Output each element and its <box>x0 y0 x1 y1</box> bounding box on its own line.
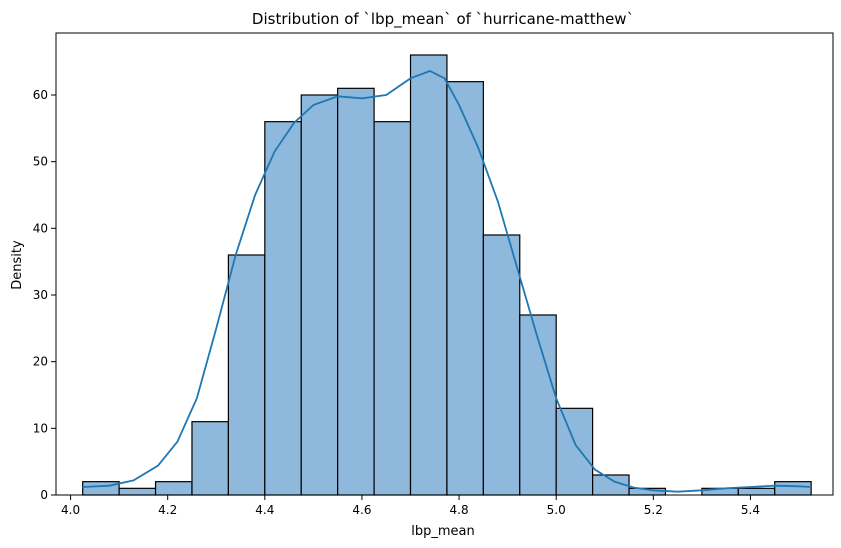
x-axis-ticks: 4.0 4.2 4.4 4.6 4.8 5.0 5.2 5.4 <box>61 495 760 517</box>
x-tick-label: 5.4 <box>741 503 760 517</box>
histogram-bar-3 <box>154 481 193 496</box>
y-axis-label: Density <box>10 240 25 290</box>
histogram-bar-12 <box>482 234 521 496</box>
y-tick-label: 40 <box>33 221 48 235</box>
histogram-bar-20 <box>774 481 812 496</box>
x-tick-label: 5.0 <box>547 503 566 517</box>
histogram-bar-10 <box>409 54 448 496</box>
histogram-bar-7 <box>300 94 339 496</box>
histogram-bar-11 <box>446 81 484 496</box>
histogram-bar-1 <box>82 481 120 496</box>
histogram-bar-8 <box>337 87 375 496</box>
histogram-bar-2 <box>118 487 157 496</box>
x-tick-label: 4.2 <box>158 503 177 517</box>
x-tick-label: 4.0 <box>61 503 80 517</box>
plot-frame <box>55 32 834 496</box>
histogram-bar-13 <box>519 314 557 496</box>
histogram-bar-6 <box>264 121 302 496</box>
histogram-bar-14 <box>555 407 594 496</box>
y-tick-label: 0 <box>40 488 48 502</box>
y-tick-label: 10 <box>33 421 48 435</box>
histogram-bars <box>82 54 812 496</box>
y-axis-ticks: 0 10 20 30 40 50 60 <box>33 88 56 502</box>
x-tick-label: 5.2 <box>644 503 663 517</box>
y-tick-label: 30 <box>33 288 48 302</box>
x-axis-label: lbp_mean <box>411 524 474 539</box>
chart-title: Distribution of `lbp_mean` of `hurricane… <box>252 10 634 29</box>
y-tick-label: 50 <box>33 155 48 169</box>
histogram-bar-19 <box>737 487 776 496</box>
kde-curve <box>82 70 812 493</box>
histogram-bar-5 <box>227 254 266 496</box>
x-tick-label: 4.4 <box>255 503 274 517</box>
y-tick-label: 60 <box>33 88 48 102</box>
y-tick-label: 20 <box>33 355 48 369</box>
x-tick-label: 4.8 <box>450 503 469 517</box>
x-tick-label: 4.6 <box>352 503 371 517</box>
histogram-bar-9 <box>373 121 412 496</box>
histogram-bar-4 <box>191 421 229 496</box>
